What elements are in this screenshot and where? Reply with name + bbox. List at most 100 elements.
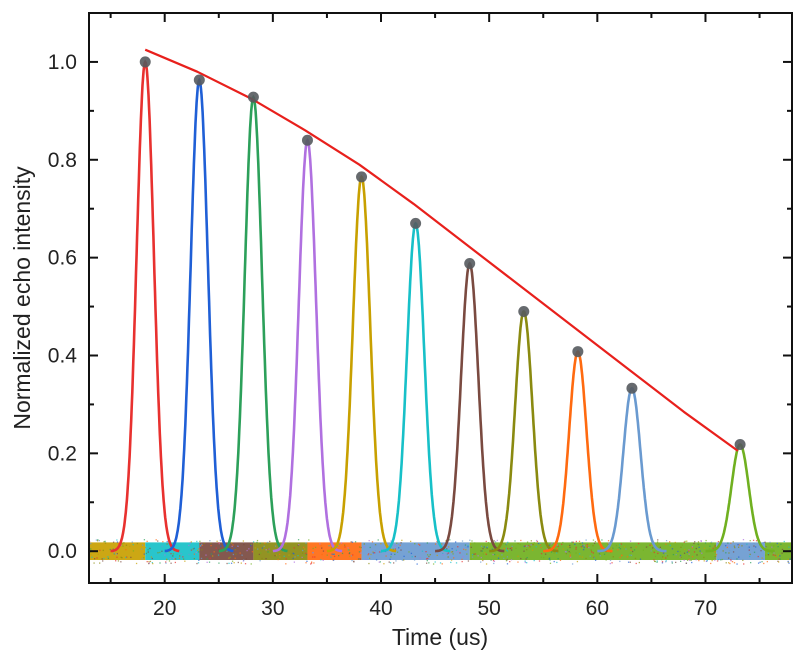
noise-point: [549, 562, 552, 564]
noise-point: [285, 542, 287, 545]
noise-point: [557, 545, 559, 548]
noise-point: [579, 542, 581, 545]
noise-point: [198, 548, 200, 550]
noise-point: [710, 562, 712, 565]
noise-point: [442, 552, 444, 555]
noise-point: [442, 553, 444, 556]
noise-point: [115, 560, 117, 562]
noise-point: [467, 560, 470, 562]
noise-point: [780, 543, 782, 545]
noise-point: [107, 557, 110, 560]
noise-point: [696, 554, 698, 556]
echo-peak-3: [218, 94, 288, 553]
noise-point: [217, 554, 220, 556]
noise-point: [550, 543, 552, 545]
noise-point: [394, 544, 397, 547]
noise-point: [297, 539, 300, 541]
noise-point: [748, 549, 750, 551]
noise-point: [125, 544, 128, 546]
noise-point: [378, 551, 381, 553]
noise-point: [693, 542, 695, 545]
noise-point: [251, 551, 254, 553]
noise-point: [582, 548, 585, 551]
noise-point: [178, 557, 181, 559]
noise-point: [684, 540, 686, 543]
noise-point: [210, 544, 212, 547]
noise-point: [526, 562, 528, 564]
noise-point: [725, 562, 727, 564]
noise-point: [305, 553, 308, 556]
noise-point: [517, 561, 519, 563]
noise-point: [526, 548, 528, 551]
noise-point: [116, 556, 118, 558]
noise-point: [531, 549, 534, 551]
noise-point: [788, 562, 790, 564]
noise-point: [336, 545, 339, 548]
noise-point: [738, 556, 740, 558]
noise-point: [357, 558, 360, 560]
noise-point: [480, 545, 483, 547]
noise-point: [764, 546, 767, 548]
noise-point: [497, 557, 500, 559]
noise-point: [686, 559, 689, 561]
noise-point: [693, 551, 696, 553]
noise-point: [292, 557, 294, 560]
noise-point: [514, 540, 516, 542]
noise-point: [395, 560, 397, 562]
noise-point: [141, 558, 143, 560]
noise-point: [749, 539, 751, 542]
noise-point: [332, 559, 334, 561]
noise-point: [246, 549, 248, 552]
noise-point: [333, 553, 335, 555]
noise-point: [599, 547, 602, 549]
noise-point: [121, 557, 123, 559]
noise-point: [117, 542, 120, 545]
noise-point: [131, 541, 133, 543]
noise-point: [452, 553, 454, 555]
noise-point: [132, 543, 134, 546]
noise-point: [348, 552, 351, 554]
peak-marker-9: [572, 346, 584, 358]
noise-point: [297, 554, 299, 557]
noise-point: [657, 539, 659, 541]
noise-point: [615, 544, 618, 547]
noise-point: [497, 554, 499, 557]
noise-point: [331, 553, 333, 555]
noise-point: [293, 553, 295, 555]
noise-point: [493, 562, 495, 565]
noise-point: [569, 554, 571, 556]
noise-point: [753, 545, 755, 547]
noise-point: [426, 562, 428, 564]
noise-point: [589, 555, 591, 557]
noise-point: [96, 540, 99, 542]
noise-point: [305, 552, 307, 555]
noise-point: [743, 563, 745, 565]
noise-point: [141, 548, 143, 550]
noise-point: [585, 557, 587, 560]
noise-point: [551, 542, 553, 544]
noise-point: [609, 559, 612, 561]
noise-point: [748, 546, 750, 548]
noise-point: [398, 547, 400, 549]
noise-point: [487, 542, 490, 544]
noise-point: [680, 546, 682, 548]
noise-point: [360, 550, 362, 552]
noise-point: [698, 546, 700, 548]
noise-point: [208, 561, 211, 563]
noise-point: [195, 551, 197, 554]
noise-point: [198, 551, 200, 553]
noise-point: [303, 555, 305, 558]
noise-point: [688, 550, 690, 552]
noise-point: [473, 553, 475, 555]
noise-point: [179, 555, 181, 557]
noise-point: [506, 556, 509, 558]
noise-point: [575, 552, 577, 554]
noise-point: [564, 551, 567, 553]
noise-point: [656, 561, 658, 563]
noise-point: [709, 545, 711, 547]
noise-point: [462, 556, 464, 558]
noise-point: [683, 559, 685, 561]
noise-point: [470, 546, 472, 548]
noise-point: [146, 560, 148, 563]
